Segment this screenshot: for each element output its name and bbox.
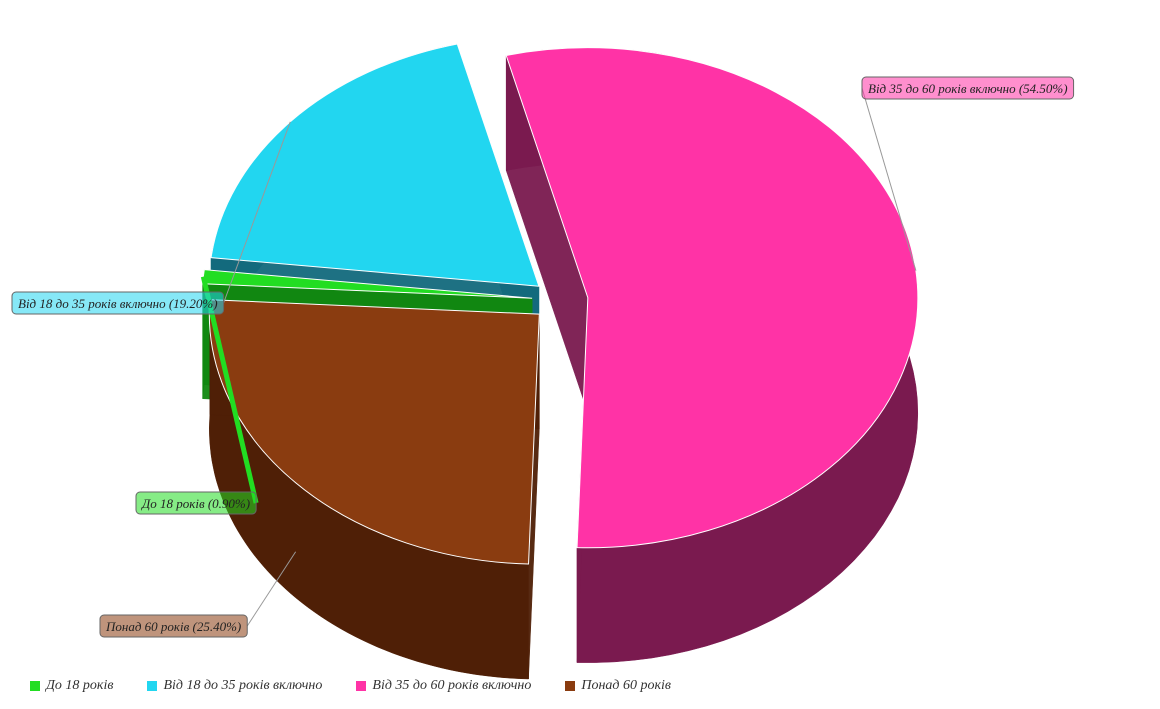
legend-item-18-35: Від 18 до 35 років включно: [147, 678, 322, 694]
callout-label: Понад 60 років (25.40%): [105, 619, 241, 634]
callout-leader-line: [223, 121, 291, 304]
callout-1: Від 18 до 35 років включно (19.20%): [11, 121, 291, 315]
legend-label: До 18 років: [46, 678, 114, 693]
legend-label: Від 35 до 60 років включно: [372, 678, 532, 693]
pie-slice-3: [208, 299, 540, 680]
legend-item-under-18: До 18 років: [30, 678, 113, 694]
callout-leader-line: [246, 551, 297, 627]
legend-item-35-60: Від 35 до 60 років включно: [356, 678, 531, 694]
legend-label: Понад 60 років: [581, 678, 671, 693]
callout-label: Від 35 до 60 років включно (54.50%): [868, 81, 1068, 96]
legend-swatch: [356, 681, 367, 691]
legend-item-over-60: Понад 60 років: [565, 678, 671, 694]
callout-label: До 18 років (0.90%): [140, 496, 250, 511]
legend-swatch: [565, 681, 576, 691]
chart-legend: До 18 років Від 18 до 35 років включно В…: [30, 678, 705, 694]
callout-box: [861, 76, 1075, 100]
callout-2: Від 35 до 60 років включно (54.50%): [861, 76, 1075, 271]
legend-swatch: [147, 681, 158, 691]
pie-slices: [202, 43, 919, 680]
slice-top-face: [208, 299, 540, 565]
slice-top-face: [210, 43, 540, 287]
legend-swatch: [30, 681, 40, 691]
callout-box: [135, 491, 257, 515]
callout-label: Від 18 до 35 років включно (19.20%): [18, 296, 218, 311]
pie-callouts: Від 35 до 60 років включно (54.50%) Понад…: [11, 76, 1075, 638]
callout-3: Понад 60 років (25.40%): [99, 551, 297, 638]
callout-leader-line: [861, 87, 917, 271]
callout-box: [11, 291, 225, 315]
callout-box: [99, 614, 248, 638]
legend-label: Від 18 до 35 років включно: [163, 678, 323, 693]
pie-slice-2: [505, 47, 919, 663]
